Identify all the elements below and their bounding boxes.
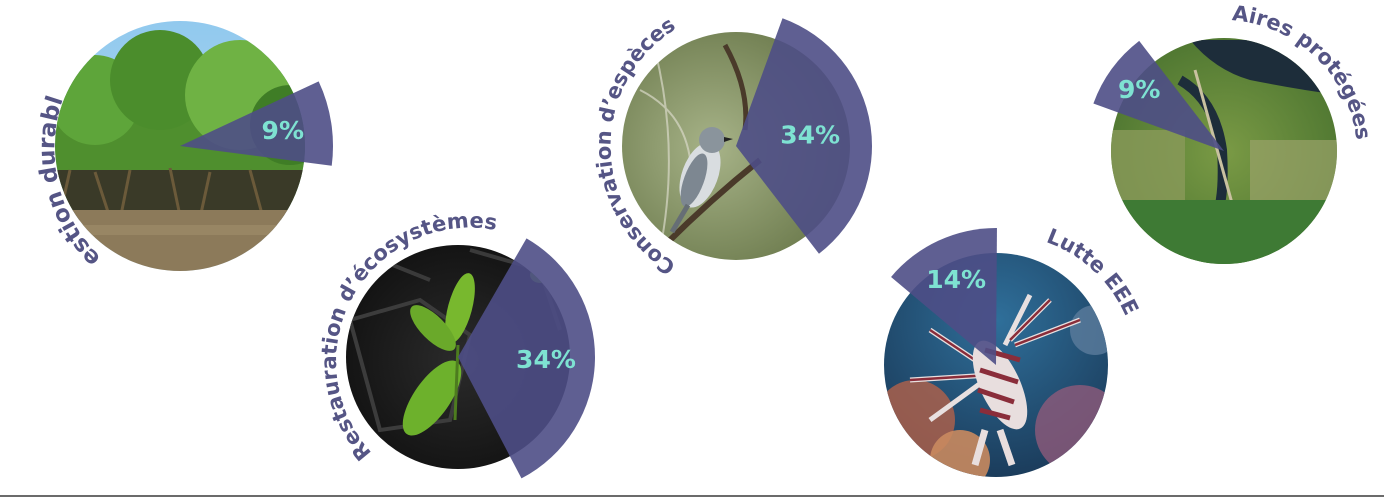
bottom-rule (0, 495, 1384, 497)
value-label-2: 34% (780, 121, 840, 150)
value-label-1: 34% (516, 345, 576, 374)
value-labels: 9% 34% 34% 14% 9% (262, 75, 1161, 374)
wedge-4 (1093, 40, 1224, 152)
wedge-0 (180, 81, 333, 166)
wedge-2 (736, 18, 872, 254)
value-label-4: 9% (1118, 75, 1160, 104)
value-label-0: 9% (262, 116, 304, 145)
wedge-3 (891, 228, 997, 365)
wedge-1 (458, 238, 596, 479)
value-label-3: 14% (926, 265, 986, 294)
value-wedges (180, 18, 1224, 479)
